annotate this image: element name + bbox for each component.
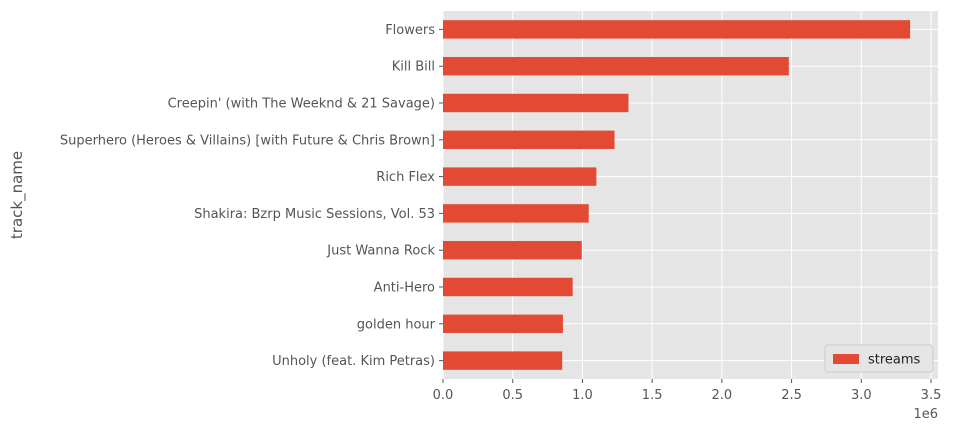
y-tick-label: Unholy (feat. Kim Petras)	[272, 354, 435, 369]
bar	[443, 351, 563, 370]
x-tick-label: 2.0	[712, 388, 733, 403]
legend: streams	[824, 344, 934, 373]
x-axis-offset-label: 1e6	[913, 407, 938, 422]
x-tick-label: 3.0	[851, 388, 872, 403]
bar	[443, 277, 573, 297]
x-tick-label: 3.5	[921, 388, 942, 403]
x-tick-labels: 0.0 0.5 1.0 1.5 2.0 2.5 3.0 3.5	[433, 379, 942, 403]
bar	[443, 93, 629, 113]
legend-box	[824, 344, 934, 373]
y-axis-label: track_name	[8, 151, 27, 239]
x-tick-label: 0.0	[433, 388, 454, 403]
y-tick-label: golden hour	[357, 317, 436, 332]
legend-swatch	[833, 354, 859, 364]
bar	[443, 241, 582, 260]
x-tick-label: 1.5	[642, 388, 663, 403]
bar	[443, 130, 615, 149]
bars	[443, 20, 911, 370]
legend-label: streams	[868, 353, 921, 368]
y-tick-label: Shakira: Bzrp Music Sessions, Vol. 53	[194, 207, 435, 222]
y-tick-label: Just Wanna Rock	[326, 244, 435, 259]
bar	[443, 314, 563, 333]
x-tick-label: 2.5	[781, 388, 802, 403]
y-tick-label: Creepin' (with The Weeknd & 21 Savage)	[168, 97, 435, 112]
y-tick-labels: Flowers Kill Bill Creepin' (with The Weekn…	[60, 23, 443, 369]
y-tick-label: Kill Bill	[392, 60, 435, 75]
bar	[443, 20, 911, 39]
x-tick-label: 1.0	[572, 388, 593, 403]
bar	[443, 57, 789, 76]
x-tick-label: 0.5	[502, 388, 523, 403]
y-tick-label: Anti-Hero	[374, 281, 435, 296]
bar	[443, 204, 589, 223]
bar	[443, 167, 597, 186]
y-tick-label: Flowers	[385, 23, 435, 38]
y-tick-label: Superhero (Heroes & Villains) [with Futu…	[60, 133, 435, 148]
y-tick-label: Rich Flex	[376, 170, 435, 185]
